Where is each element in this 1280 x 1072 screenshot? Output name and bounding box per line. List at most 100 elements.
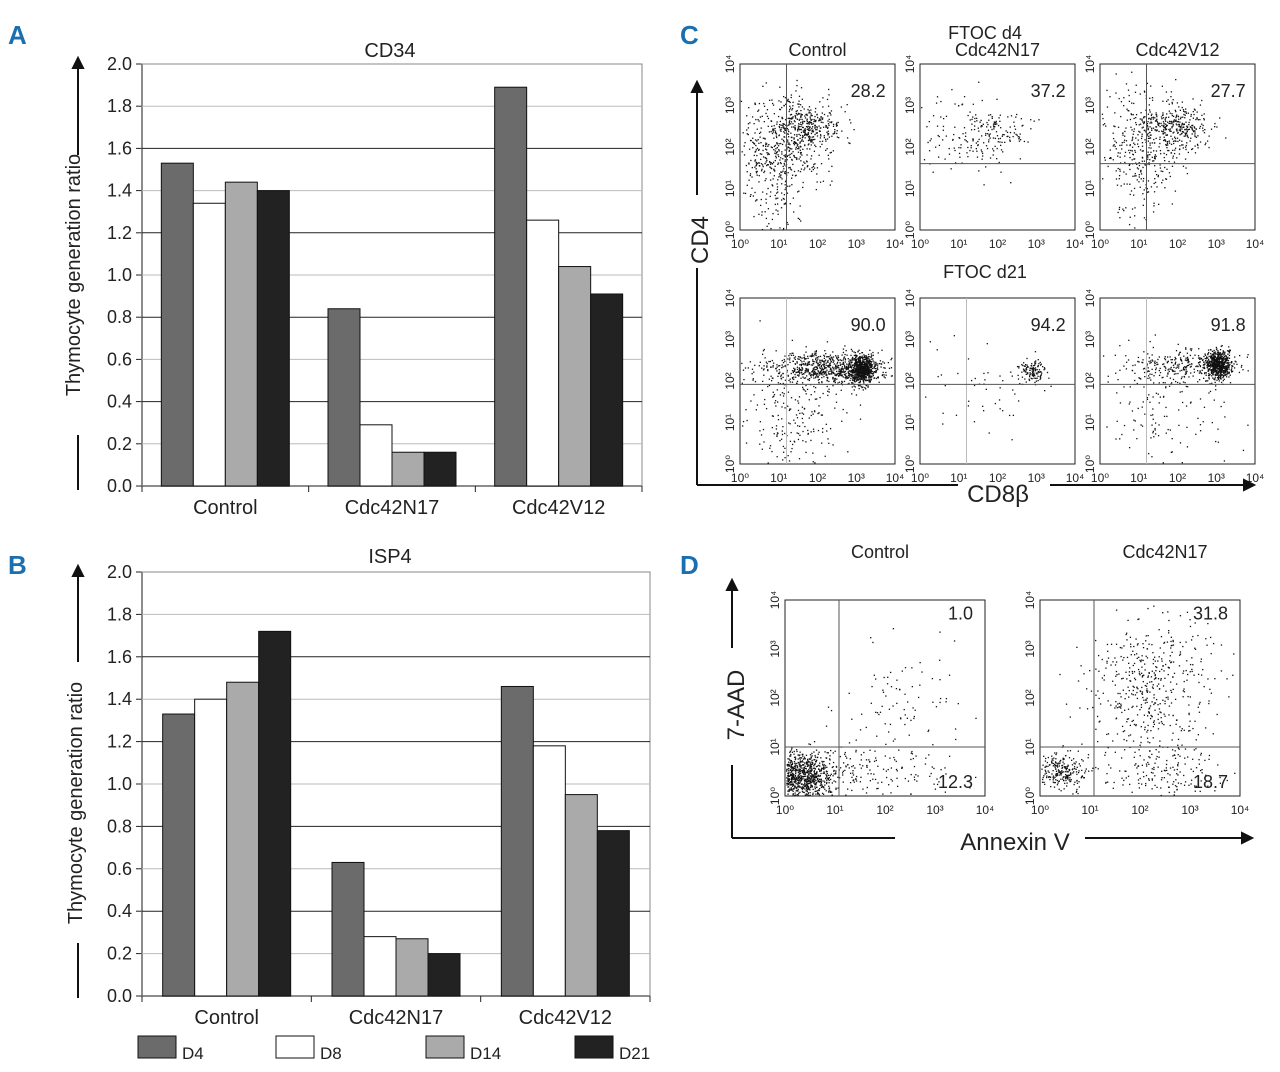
y-tick-label: 10³ (1083, 97, 1097, 114)
y-tick-label: 10⁴ (903, 55, 917, 74)
x-tick-label: 10⁰ (776, 803, 794, 817)
quadrant-percentage: 12.3 (938, 772, 973, 792)
y-tick-label: 2.0 (107, 54, 132, 74)
bar-control-d4 (160, 162, 194, 487)
category-label: Cdc42N17 (345, 497, 440, 519)
quadrant-percentage: 18.7 (1193, 772, 1228, 792)
y-tick-label: 1.2 (107, 223, 132, 243)
y-tick-label: 10³ (768, 640, 782, 657)
bar-control-d21 (256, 190, 290, 487)
category-label: Cdc42V12 (519, 1007, 612, 1029)
bars-a (160, 86, 624, 487)
y-axis-label-a: Thymocyte generation ratio (63, 154, 85, 396)
y-tick-label: 10³ (723, 97, 737, 114)
x-tick-label: 10⁰ (1091, 237, 1109, 251)
column-title: Control (788, 40, 846, 60)
y-tick-label: 10⁴ (723, 289, 737, 308)
x-tick-label: 10¹ (1081, 803, 1098, 817)
chart-title-isp4: ISP4 (368, 546, 411, 568)
x-tick-label: 10⁴ (1246, 237, 1265, 251)
column-title: Cdc42V12 (1135, 40, 1219, 60)
legend-swatch-d4 (137, 1035, 177, 1059)
bar-control-d8 (194, 698, 228, 997)
bar-chart-cd34: CD34 Thymocyte generation ratio 0.0 0.2 0.… (63, 40, 643, 519)
column-title: Cdc42N17 (955, 40, 1040, 60)
bar-control-d4 (162, 713, 196, 997)
category-label: Control (193, 497, 257, 519)
chart-title-cd34: CD34 (364, 40, 415, 62)
y-tick-label: 1.6 (107, 647, 132, 667)
y-tick-label: 1.4 (107, 689, 132, 709)
y-tick-label: 10⁰ (903, 455, 917, 473)
flow-plots-d: 10⁰10⁰10¹10¹10²10²10³10³10⁴10⁴1.012.3Con… (768, 542, 1249, 817)
y-tick-label: 0.8 (107, 307, 132, 327)
category-label: Cdc42N17 (349, 1007, 444, 1029)
x-axis-label-annexin: Annexin V (960, 829, 1069, 856)
y-tick-label: 1.6 (107, 138, 132, 158)
legend-label-d14: D14 (470, 1044, 501, 1063)
event-dots (741, 320, 893, 464)
x-tick-label: 10⁴ (1066, 471, 1085, 485)
panel-letter-d: D (680, 550, 699, 580)
quadrant-percentage: 90.0 (851, 315, 886, 335)
x-tick-label: 10³ (1208, 237, 1225, 251)
event-dots (1041, 605, 1236, 797)
flow-panel-d: 7-AAD Annexin V 10⁰10⁰10¹10¹10²10²10³10³… (723, 542, 1249, 856)
panel-letter-c: C (680, 20, 699, 50)
row-title-d21: FTOC d21 (943, 262, 1027, 282)
y-tick-label: 10⁴ (723, 55, 737, 74)
event-dots (921, 81, 1040, 186)
y-tick-label: 10² (903, 138, 917, 155)
bar-chart-isp4: ISP4 Thymocyte generation ratio 0.0 0.2 0.… (65, 546, 651, 1029)
x-tick-label: 10² (809, 237, 826, 251)
bar-cdc42n17-d4 (331, 861, 365, 997)
x-tick-label: 10³ (926, 803, 943, 817)
x-tick-label: 10⁴ (1246, 471, 1265, 485)
y-tick-label: 10⁴ (768, 591, 782, 610)
x-tick-label: 10³ (848, 471, 865, 485)
y-tick-label: 10⁴ (903, 289, 917, 308)
flow-panel-c: FTOC d4 FTOC d21 CD4 CD8β 10⁰10⁰10¹10¹10… (687, 23, 1264, 508)
y-tick-label: 10² (1083, 372, 1097, 389)
y-tick-label: 10⁴ (1083, 289, 1097, 308)
arrow-head (1241, 831, 1255, 845)
bar-cdc42v12-d8 (526, 219, 560, 487)
bar-cdc42n17-d4 (327, 308, 361, 487)
bar-cdc42n17-d21 (423, 451, 457, 487)
y-tick-label: 0.2 (107, 944, 132, 964)
y-tick-label: 10² (1023, 689, 1037, 706)
bar-cdc42n17-d14 (391, 451, 425, 487)
x-tick-label: 10⁰ (911, 471, 929, 485)
arrow-head (725, 577, 739, 591)
bars-b (162, 630, 630, 997)
legend-label-d4: D4 (182, 1044, 204, 1063)
y-tick-label: 10² (1083, 138, 1097, 155)
x-tick-label: 10¹ (826, 803, 843, 817)
quadrant-percentage: 28.2 (851, 81, 886, 101)
y-tick-label: 10⁰ (723, 221, 737, 239)
y-tick-label: 10¹ (903, 180, 917, 197)
y-tick-label: 1.0 (107, 774, 132, 794)
y-tick-label: 10¹ (723, 414, 737, 431)
bar-cdc42v12-d21 (596, 830, 630, 997)
y-tick-label: 10⁰ (723, 455, 737, 473)
bar-cdc42v12-d14 (564, 794, 598, 997)
x-tick-label: 10² (1169, 237, 1186, 251)
plot-frame (1039, 599, 1241, 797)
y-tick-label: 0.0 (107, 476, 132, 496)
y-tick-label: 10³ (903, 97, 917, 114)
quadrant-percentage: 94.2 (1031, 315, 1066, 335)
x-tick-label: 10³ (1181, 803, 1198, 817)
row-title-d4: FTOC d4 (948, 23, 1022, 43)
y-tick-label: 10⁰ (1023, 787, 1037, 805)
categories-b: Control Cdc42N17 Cdc42V12 (141, 996, 651, 1029)
y-tick-label: 10⁴ (1023, 591, 1037, 610)
categories-a: Control Cdc42N17 Cdc42V12 (141, 486, 643, 519)
quadrant-percentage: 91.8 (1211, 315, 1246, 335)
panel-letter-a: A (8, 20, 27, 50)
